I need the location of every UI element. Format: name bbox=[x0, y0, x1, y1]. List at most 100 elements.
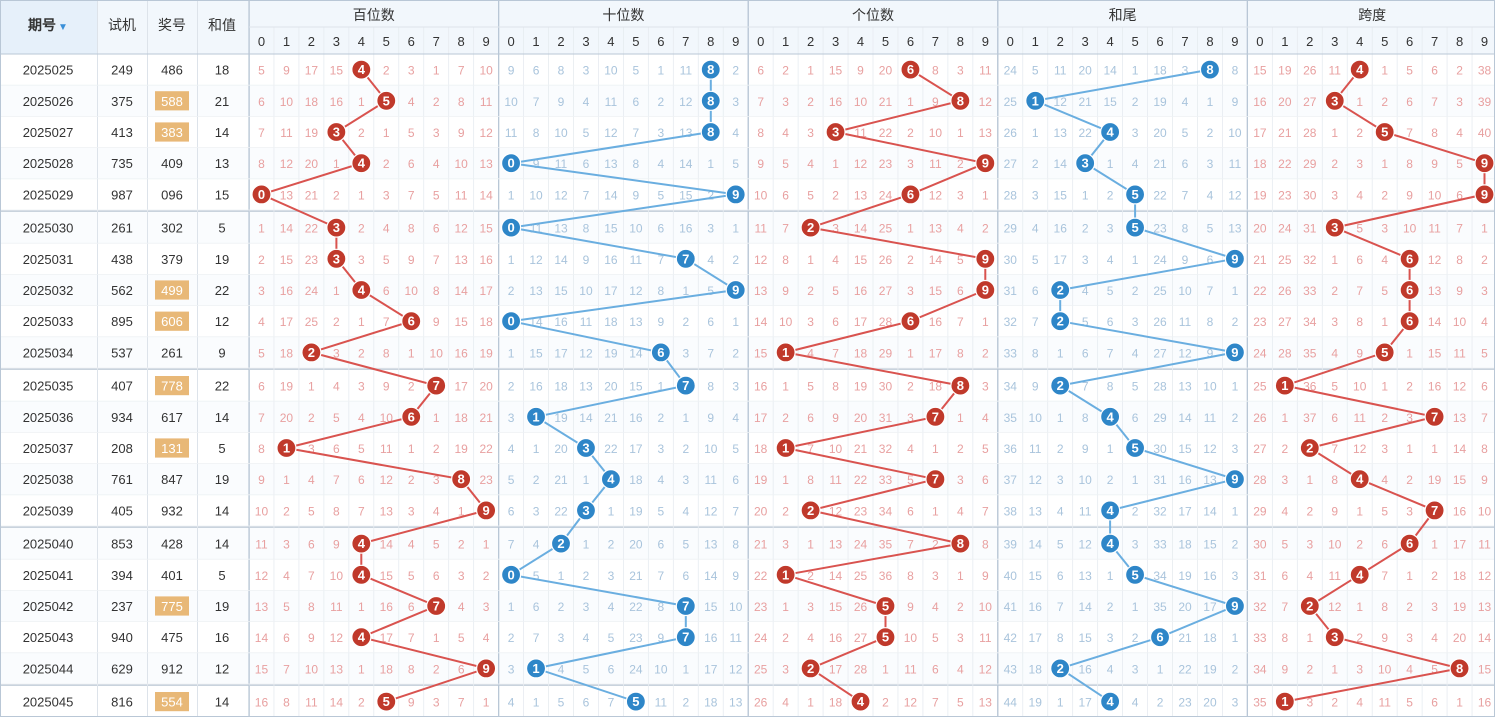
miss-count: 21 bbox=[1178, 631, 1192, 645]
miss-count: 27 bbox=[1253, 442, 1267, 456]
miss-count: 22 bbox=[754, 569, 768, 583]
miss-count: 10 bbox=[1453, 315, 1467, 329]
svg-text:6: 6 bbox=[657, 345, 664, 360]
miss-count: 7 bbox=[1057, 600, 1064, 614]
trend-ball: 3 bbox=[326, 217, 347, 238]
group-six-highlight bbox=[155, 596, 189, 616]
digit-header: 9 bbox=[1481, 34, 1488, 49]
miss-count: 1 bbox=[483, 538, 490, 552]
miss-count: 11 bbox=[330, 600, 343, 614]
svg-text:4: 4 bbox=[1107, 503, 1115, 518]
miss-count: 31 bbox=[1004, 284, 1018, 298]
miss-count: 2 bbox=[308, 411, 315, 425]
svg-text:9: 9 bbox=[982, 283, 989, 298]
miss-count: 3 bbox=[957, 188, 964, 202]
miss-count: 2 bbox=[707, 188, 714, 202]
miss-count: 2 bbox=[732, 253, 739, 267]
miss-count: 3 bbox=[1232, 569, 1239, 583]
miss-count: 26 bbox=[1004, 126, 1018, 140]
miss-count: 2 bbox=[1232, 315, 1239, 329]
miss-count: 13 bbox=[704, 538, 718, 552]
miss-count: 4 bbox=[1132, 157, 1139, 171]
miss-count: 4 bbox=[1107, 662, 1114, 676]
miss-count: 13 bbox=[1228, 222, 1242, 236]
miss-count: 32 bbox=[1153, 504, 1167, 518]
miss-count: 7 bbox=[508, 538, 515, 552]
trend-ball: 4 bbox=[351, 153, 372, 174]
miss-count: 13 bbox=[529, 284, 543, 298]
sort-desc-icon[interactable]: ▼ bbox=[58, 22, 68, 33]
trend-ball: 3 bbox=[326, 121, 347, 143]
miss-count: 4 bbox=[1356, 696, 1363, 710]
svg-text:2: 2 bbox=[1057, 314, 1064, 329]
miss-count: 9 bbox=[1281, 662, 1288, 676]
table-row: 2025038 761 847 19 9 1 4 7 6 12 2 3 23 5 2 21 1 18 4 3 11 6 19… bbox=[23, 472, 1488, 487]
miss-count: 23 bbox=[754, 600, 768, 614]
miss-count: 5 bbox=[907, 473, 914, 487]
miss-count: 4 bbox=[1381, 473, 1388, 487]
miss-count: 20 bbox=[754, 504, 768, 518]
miss-count: 10 bbox=[629, 222, 643, 236]
miss-count: 7 bbox=[408, 631, 415, 645]
trend-balls: 4534033462761894474958880907906713432077… bbox=[251, 59, 1495, 712]
svg-text:5: 5 bbox=[1131, 567, 1138, 582]
miss-count: 2 bbox=[508, 631, 515, 645]
miss-count: 1 bbox=[1232, 631, 1239, 645]
miss-count: 21 bbox=[854, 442, 868, 456]
miss-count: 11 bbox=[455, 188, 468, 202]
miss-count: 21 bbox=[554, 473, 568, 487]
miss-count: 4 bbox=[408, 95, 415, 109]
miss-count: 2 bbox=[1132, 504, 1139, 518]
miss-count: 19 bbox=[1253, 188, 1267, 202]
miss-count: 35 bbox=[1253, 696, 1267, 710]
trend-ball: 9 bbox=[975, 279, 996, 301]
miss-count: 5 bbox=[333, 411, 340, 425]
miss-count: 3 bbox=[1132, 662, 1139, 676]
miss-count: 12 bbox=[1453, 380, 1467, 394]
miss-count: 8 bbox=[1381, 600, 1388, 614]
miss-count: 13 bbox=[629, 315, 643, 329]
miss-count: 14 bbox=[255, 631, 269, 645]
miss-count: 15 bbox=[829, 64, 843, 78]
miss-count: 39 bbox=[1004, 538, 1018, 552]
issue-header[interactable]: 期号 bbox=[28, 17, 56, 33]
svg-text:8: 8 bbox=[707, 93, 714, 108]
trend-ball: 4 bbox=[600, 469, 622, 490]
miss-count: 8 bbox=[408, 662, 415, 676]
miss-count: 6 bbox=[1032, 284, 1039, 298]
miss-count: 16 bbox=[704, 631, 718, 645]
miss-count: 22 bbox=[854, 473, 868, 487]
miss-count: 4 bbox=[1281, 504, 1288, 518]
sum-cell: 14 bbox=[215, 537, 229, 552]
miss-count: 7 bbox=[1032, 315, 1039, 329]
digit-header: 4 bbox=[1356, 34, 1363, 49]
miss-count: 8 bbox=[333, 504, 340, 518]
miss-count: 7 bbox=[1456, 222, 1463, 236]
miss-count: 11 bbox=[480, 95, 493, 109]
miss-count: 9 bbox=[857, 64, 864, 78]
miss-count: 9 bbox=[458, 126, 465, 140]
miss-count: 5 bbox=[1481, 346, 1488, 360]
sum-cell: 14 bbox=[215, 410, 229, 425]
miss-count: 11 bbox=[904, 662, 917, 676]
miss-count: 10 bbox=[529, 188, 543, 202]
miss-count: 7 bbox=[757, 95, 764, 109]
miss-count: 22 bbox=[604, 442, 618, 456]
miss-count: 21 bbox=[1078, 95, 1092, 109]
trend-ball: 0 bbox=[251, 184, 272, 205]
miss-count: 5 bbox=[1281, 538, 1288, 552]
miss-count: 2 bbox=[1406, 380, 1413, 394]
miss-count: 13 bbox=[1178, 380, 1192, 394]
svg-text:5: 5 bbox=[1131, 441, 1138, 456]
miss-count: 19 bbox=[754, 473, 768, 487]
miss-count: 10 bbox=[779, 315, 793, 329]
svg-text:4: 4 bbox=[1356, 472, 1364, 487]
trial-cell: 375 bbox=[111, 94, 133, 109]
miss-count: 17 bbox=[629, 442, 643, 456]
issue-cell: 2025041 bbox=[23, 568, 74, 583]
digit-header: 2 bbox=[557, 34, 564, 49]
miss-count: 4 bbox=[383, 222, 390, 236]
trial-cell: 853 bbox=[111, 537, 133, 552]
miss-count: 6 bbox=[682, 569, 689, 583]
trend-ball: 2 bbox=[800, 500, 821, 521]
